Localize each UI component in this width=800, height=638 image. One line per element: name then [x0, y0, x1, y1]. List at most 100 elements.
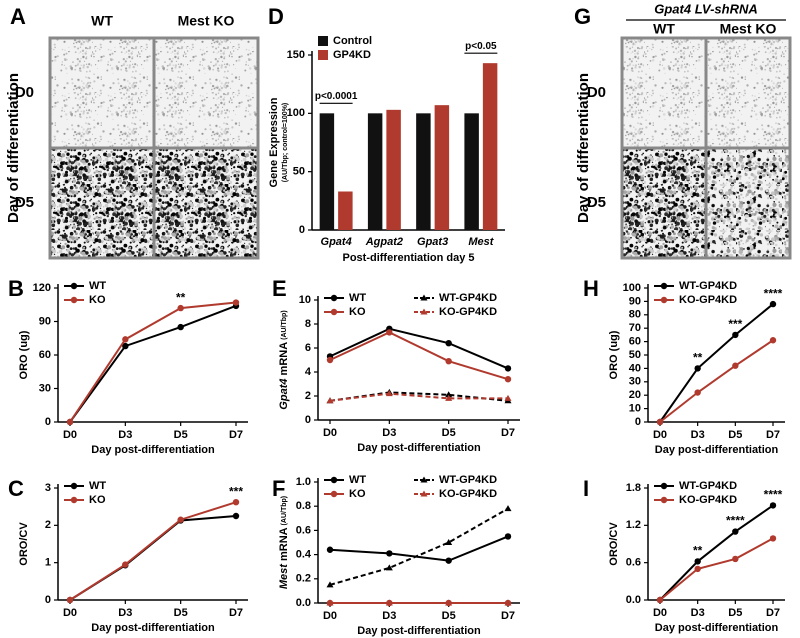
series-line [329, 535, 509, 562]
point [732, 362, 739, 369]
point [232, 512, 240, 520]
y-tick-label: 60 [629, 336, 641, 348]
x-tick-label: Agpat2 [365, 236, 403, 248]
point [769, 502, 777, 509]
legend-swatch [318, 50, 328, 60]
point [386, 329, 393, 336]
x-tick-label: D3 [382, 610, 396, 622]
point [694, 565, 701, 573]
x-tick-label: D0 [63, 429, 77, 441]
y-tick-label: 1 [45, 557, 51, 569]
point [445, 394, 453, 401]
y-tick-label: 0 [305, 414, 311, 426]
legend-label: WT [349, 474, 366, 486]
bar [482, 63, 498, 230]
point [326, 397, 334, 404]
point [732, 331, 739, 339]
series-line [329, 327, 509, 370]
y-axis-label: Gpat4 mRNA (AU/Tbp) [278, 310, 290, 409]
y-tick-label: 10 [299, 294, 311, 306]
point [694, 365, 701, 372]
point [504, 599, 512, 606]
y-tick-label: 50 [293, 166, 305, 178]
y-tick-label: 150 [287, 49, 305, 61]
y-tick-label: 30 [629, 376, 641, 388]
series-line [69, 501, 237, 601]
series-line [329, 507, 509, 586]
micrograph [48, 36, 156, 150]
legend-label: KO-GP4KD [439, 306, 497, 318]
point [326, 546, 334, 553]
point [445, 599, 453, 606]
y-tick-label: 1.8 [626, 482, 641, 494]
legend-marker [70, 296, 78, 304]
point [122, 336, 129, 343]
x-tick-label: D7 [501, 610, 515, 622]
point [504, 376, 512, 383]
significance-label: *** [229, 484, 243, 498]
legend-marker [330, 476, 338, 484]
y-axis-label: ORO (ug) [608, 330, 620, 379]
y-axis-unit: (AU/Tbp) [281, 310, 288, 342]
x-tick-label: D3 [691, 429, 705, 441]
x-tick-label: D0 [653, 607, 667, 619]
significance-label: p<0.05 [465, 41, 497, 52]
column-label: Mest KO [178, 13, 235, 29]
point [177, 304, 184, 312]
y-tick-label: 50 [629, 349, 641, 361]
legend-label: WT [349, 292, 366, 304]
legend-marker [660, 482, 668, 490]
row-label: D0 [15, 84, 34, 101]
point [656, 596, 664, 604]
point [769, 535, 777, 542]
x-axis-label: Day post-differentiation [357, 625, 481, 637]
x-tick-label: D3 [691, 607, 705, 619]
x-tick-label: D7 [229, 429, 243, 441]
bar [386, 109, 401, 230]
point [656, 418, 664, 426]
x-axis-label: Day post-differentiation [91, 622, 215, 634]
panel-letter: E [272, 276, 287, 301]
legend-marker [660, 496, 668, 504]
point [445, 340, 452, 347]
point [732, 555, 739, 563]
series-line [329, 331, 509, 381]
y-axis-label-part: ORO/CV [608, 522, 620, 566]
legend-label: GP4KD [333, 49, 371, 61]
legend-label: KO [349, 488, 366, 500]
point [445, 391, 453, 398]
legend-marker [70, 482, 78, 490]
legend-label: KO-GP4KD [679, 294, 737, 306]
y-tick-label: 30 [39, 382, 51, 394]
y-tick-label: 0 [45, 594, 51, 606]
legend-label: Control [333, 35, 372, 47]
y-axis-label: ORO/CV [18, 522, 30, 566]
bar [319, 113, 335, 230]
significance-label: *** [728, 317, 742, 331]
legend-swatch [318, 36, 328, 46]
significance-label: **** [764, 286, 783, 300]
y-tick-label: 6 [305, 342, 311, 354]
micrograph [152, 36, 260, 150]
y-tick-label: 90 [629, 295, 641, 307]
significance-label: **** [726, 514, 745, 528]
column-label: WT [91, 13, 113, 29]
series-line [69, 515, 237, 601]
column-label: WT [653, 21, 675, 37]
point [232, 498, 240, 506]
legend-marker [660, 296, 668, 304]
legend-marker [420, 476, 428, 483]
series-line [329, 391, 509, 402]
x-tick-label: D3 [382, 427, 396, 439]
y-tick-label: 0.2 [296, 573, 311, 585]
x-tick-label: Gpat4 [321, 236, 352, 248]
x-tick-label: D7 [501, 427, 515, 439]
point [386, 550, 393, 557]
y-axis-label-part: ORO (ug) [18, 330, 30, 379]
y-tick-label: 90 [39, 315, 51, 327]
y-tick-label: 0.6 [296, 524, 311, 536]
point [445, 539, 453, 545]
point [769, 300, 777, 308]
y-tick-label: 4 [305, 366, 312, 378]
point [326, 599, 334, 606]
